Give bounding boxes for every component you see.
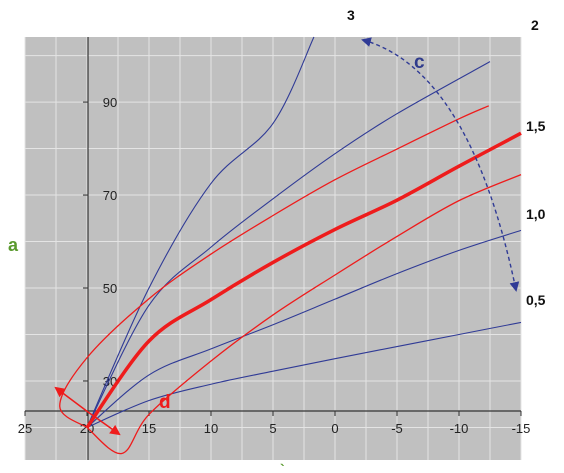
x-axis-tick-labels: 25 20 15 10 5 0 -5 -10 -15 (18, 411, 531, 436)
x-tick-label: -5 (391, 421, 403, 436)
y-tick-label: 70 (103, 188, 117, 203)
label-a: a (8, 235, 19, 255)
x-tick-label: 0 (331, 421, 338, 436)
curve-label: 1,0 (526, 206, 546, 222)
label-c: c (414, 52, 425, 73)
x-tick-label: -10 (450, 421, 469, 436)
x-tick-label: -15 (512, 421, 531, 436)
curve-label: 3 (347, 7, 355, 23)
series-labels: 0,5 1,0 2 3 1,5 (347, 7, 546, 308)
label-bottom: ` (280, 461, 285, 473)
x-tick-label: 10 (204, 421, 218, 436)
blue-curve-3 (86, 36, 315, 428)
blue-curve-0-5 (86, 321, 522, 428)
curve-label: 2 (531, 17, 539, 33)
curve-label: 0,5 (526, 292, 546, 308)
x-tick-label: 5 (269, 421, 276, 436)
arrow-c (361, 37, 520, 292)
curve-label: 1,5 (526, 118, 546, 134)
y-tick-label: 50 (103, 281, 117, 296)
x-tick-label: 25 (18, 421, 32, 436)
arrow-d (54, 386, 121, 436)
label-d: d (159, 392, 171, 413)
x-tick-label: 15 (142, 421, 156, 436)
y-tick-label: 90 (103, 95, 117, 110)
